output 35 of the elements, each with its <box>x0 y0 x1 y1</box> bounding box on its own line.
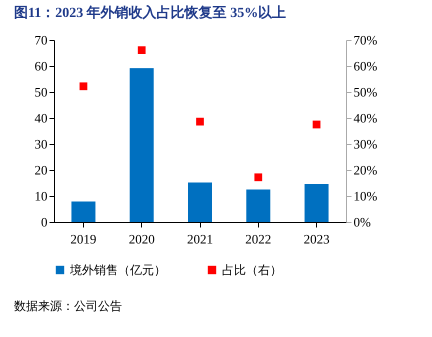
point <box>254 173 262 182</box>
bar <box>130 68 154 222</box>
y-tick-label: 70 <box>34 32 48 48</box>
y-tick-label: 30 <box>34 136 48 152</box>
y-tick-label: 60 <box>34 58 48 74</box>
y2-tick-label: 20% <box>354 162 378 178</box>
bar <box>71 201 96 222</box>
legend-label: 境外销售（亿元） <box>69 263 166 277</box>
x-tick-label: 2019 <box>70 232 96 246</box>
y2-tick-label: 0% <box>354 214 371 230</box>
x-tick-label: 2023 <box>304 232 330 246</box>
y2-tick-label: 50% <box>354 84 378 100</box>
x-tick-label: 2022 <box>245 232 272 246</box>
y2-tick-label: 70% <box>354 32 378 48</box>
x-tick-label: 2021 <box>187 232 213 246</box>
bar <box>188 182 212 222</box>
y2-tick-label: 10% <box>354 188 378 204</box>
y2-tick-label: 30% <box>354 136 378 152</box>
y-tick-label: 50 <box>34 84 48 100</box>
y2-tick-label: 40% <box>354 110 378 126</box>
bar <box>304 184 329 222</box>
y-tick-label: 10 <box>34 188 48 204</box>
point <box>138 46 146 54</box>
legend-label: 占比（右） <box>222 263 282 277</box>
source-note: 数据来源：公司公告 <box>14 298 123 315</box>
point <box>196 118 204 126</box>
y-tick-label: 20 <box>34 162 48 178</box>
point <box>312 120 320 128</box>
x-tick-label: 2020 <box>128 232 155 246</box>
chart-title: 图11：2023 年外销收入占比恢复至 35%以上 <box>14 5 286 21</box>
y-tick-label: 40 <box>34 110 48 126</box>
y2-tick-label: 60% <box>354 58 378 74</box>
point <box>80 82 88 90</box>
bar <box>246 190 270 222</box>
y-tick-label: 0 <box>41 214 48 230</box>
